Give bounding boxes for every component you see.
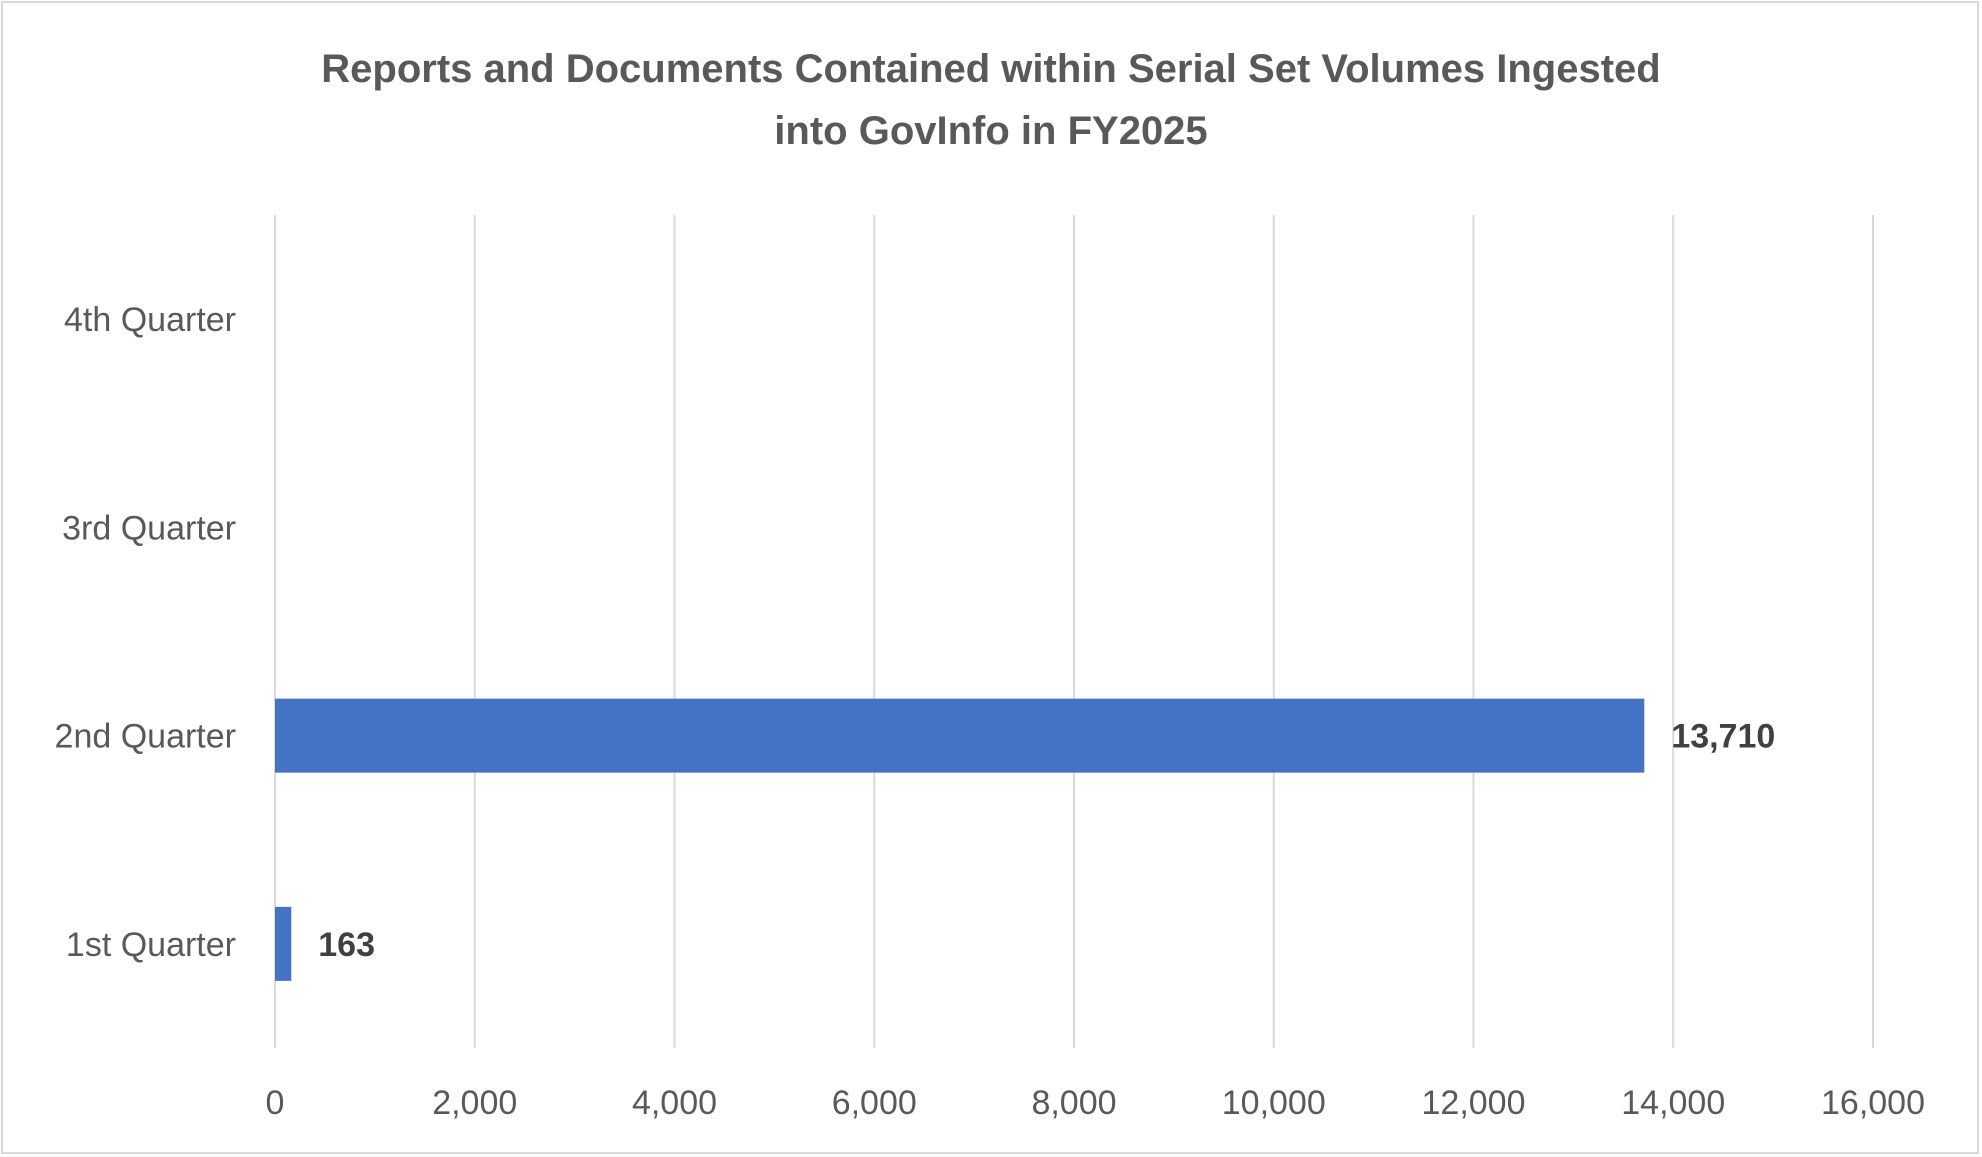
- category-label-1: 1st Quarter: [66, 926, 236, 964]
- bar-2: [275, 698, 1645, 773]
- data-label-1: 163: [318, 926, 375, 964]
- x-tick-label-2: 4,000: [632, 1084, 717, 1122]
- x-tick-label-7: 14,000: [1621, 1084, 1725, 1122]
- data-label-2: 13,710: [1671, 718, 1775, 756]
- x-tick-label-6: 12,000: [1422, 1084, 1526, 1122]
- category-label-2: 2nd Quarter: [55, 718, 236, 756]
- bar-1: [275, 906, 292, 981]
- category-label-3: 3rd Quarter: [62, 509, 236, 547]
- x-tick-label-8: 16,000: [1821, 1084, 1925, 1122]
- x-tick-label-0: 0: [266, 1084, 285, 1122]
- x-tick-label-4: 8,000: [1031, 1084, 1116, 1122]
- x-tick-label-5: 10,000: [1222, 1084, 1326, 1122]
- chart-title: Reports and Documents Contained within S…: [321, 47, 1661, 153]
- x-tick-label-1: 2,000: [432, 1084, 517, 1122]
- category-label-4: 4th Quarter: [64, 301, 236, 339]
- x-tick-label-3: 6,000: [832, 1084, 917, 1122]
